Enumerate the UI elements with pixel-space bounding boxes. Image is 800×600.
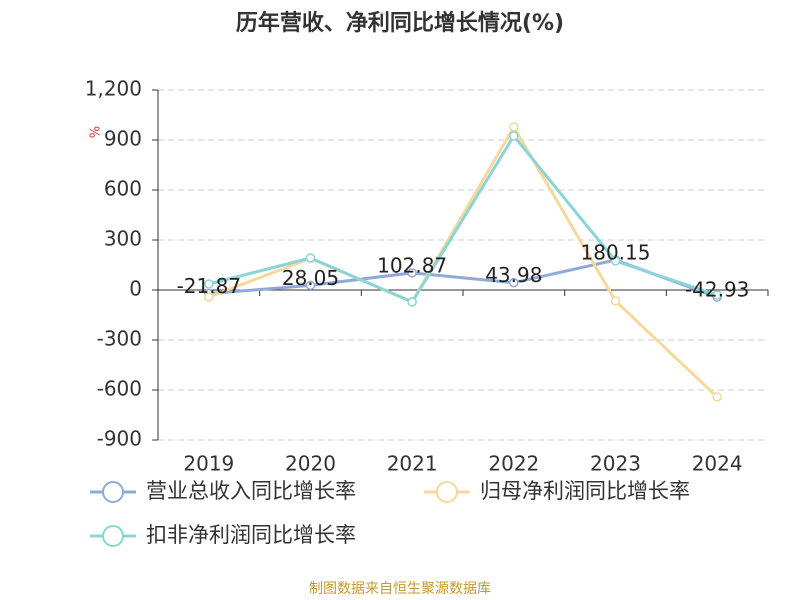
point (712, 392, 722, 402)
legend-marker (436, 481, 458, 503)
point (407, 297, 417, 307)
y-tick-label: 900 (104, 127, 142, 151)
data-label: 43.98 (485, 263, 542, 287)
point (305, 253, 316, 263)
legend-label: 归母净利润同比增长率 (480, 479, 690, 503)
y-tick-label: 600 (104, 177, 142, 201)
data-label: 102.87 (377, 253, 447, 277)
legend-label: 扣非净利润同比增长率 (146, 523, 356, 547)
point (509, 131, 519, 141)
data-label: 180.15 (581, 240, 651, 264)
y-tick-label: -300 (97, 327, 142, 351)
y-tick-label: 1,200 (85, 77, 142, 101)
series-line (208, 133, 718, 304)
data-label: -42.93 (685, 278, 749, 302)
point (610, 296, 621, 306)
legend-marker (102, 481, 124, 503)
x-tick-label: 2023 (590, 452, 641, 476)
legend-label: 营业总收入同比增长率 (146, 479, 356, 503)
data-label: -21.87 (177, 274, 241, 298)
point (204, 279, 214, 289)
x-tick-label: 2019 (183, 452, 234, 476)
legend-marker (102, 525, 124, 547)
y-tick-label: 0 (129, 277, 142, 301)
x-tick-label: 2021 (387, 452, 438, 476)
point (204, 292, 214, 302)
point (712, 290, 722, 300)
point (509, 277, 519, 288)
data-label: 28.05 (282, 266, 339, 290)
x-tick-label: 2022 (488, 452, 539, 476)
point (305, 280, 316, 291)
y-tick-label: -600 (97, 377, 142, 401)
y-unit: % (89, 126, 104, 138)
point (407, 268, 417, 278)
source-note: 制图数据来自恒生聚源数据库 (309, 581, 491, 597)
point (509, 122, 519, 132)
point (610, 256, 621, 266)
y-tick-label: 300 (104, 227, 142, 251)
y-tick-label: -900 (97, 427, 142, 451)
x-tick-label: 2024 (692, 452, 743, 476)
x-tick-label: 2020 (285, 452, 336, 476)
chart-title: 历年营收、净利同比增长情况(%) (236, 10, 564, 36)
series-line (208, 124, 719, 399)
